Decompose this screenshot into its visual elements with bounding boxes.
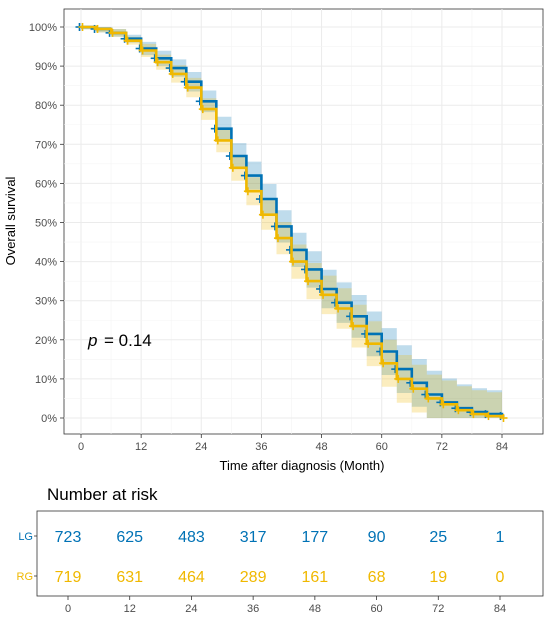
risk-value-lg: 25 xyxy=(429,529,447,546)
censor-mark-rg xyxy=(213,136,222,145)
censor-mark-rg xyxy=(349,322,358,331)
censor-mark-rg xyxy=(108,28,117,37)
y-tick-label: 60% xyxy=(35,178,57,190)
number-at-risk-table: Number at risk LG 723 625 483 317 177 90 25 1 RG 7… xyxy=(17,485,544,615)
y-tick-label: 40% xyxy=(35,257,57,269)
censor-mark-rg xyxy=(319,290,328,299)
censor-mark-rg xyxy=(334,304,343,313)
y-tick-label: 50% xyxy=(35,218,57,230)
y-tick-label: 80% xyxy=(35,100,57,112)
censor-mark-rg xyxy=(499,414,508,422)
risk-value-rg: 289 xyxy=(240,569,267,586)
risk-x-tick-label: 12 xyxy=(124,603,136,615)
censor-mark-rg xyxy=(153,58,162,67)
risk-value-rg: 631 xyxy=(116,569,143,586)
censor-mark-rg xyxy=(168,69,177,78)
x-tick-label: 84 xyxy=(496,441,508,453)
censor-mark-rg xyxy=(394,374,403,383)
censor-mark-rg xyxy=(379,359,388,368)
censor-mark-rg xyxy=(289,257,297,266)
x-axis-ticks: 0 12 24 36 48 60 72 84 xyxy=(78,434,508,453)
risk-x-tick-label: 0 xyxy=(65,603,71,615)
risk-row-label-rg: RG xyxy=(17,571,34,583)
risk-value-lg: 177 xyxy=(302,529,329,546)
risk-value-lg: 1 xyxy=(496,529,505,546)
risk-table-title: Number at risk xyxy=(47,485,158,504)
p-value-annotation: p = 0.14 xyxy=(87,331,152,350)
censor-mark-rg xyxy=(243,187,252,196)
plot-grid xyxy=(64,9,543,434)
risk-value-lg: 483 xyxy=(178,529,205,546)
censor-mark-rg xyxy=(409,384,418,393)
plot-panel xyxy=(63,8,544,435)
censor-mark-rg xyxy=(454,406,463,415)
censor-mark-rg xyxy=(424,394,433,403)
censor-mark-rg xyxy=(93,24,102,33)
x-tick-label: 36 xyxy=(255,441,267,453)
y-axis-ticks: 0% 10% 20% 30% 40% 50% 60% 70% 80% 90% 100% xyxy=(29,22,64,425)
risk-value-rg: 161 xyxy=(302,569,329,586)
p-value-text: = 0.14 xyxy=(104,331,152,350)
risk-value-rg: 68 xyxy=(368,569,386,586)
y-tick-label: 70% xyxy=(35,139,57,151)
x-axis-label: Time after diagnosis (Month) xyxy=(220,458,385,473)
y-tick-label: 0% xyxy=(41,413,57,425)
risk-x-tick-label: 84 xyxy=(494,603,506,615)
censor-mark-rg xyxy=(183,83,192,92)
y-tick-label: 20% xyxy=(35,335,57,347)
censor-mark-rg xyxy=(138,46,147,55)
x-tick-label: 0 xyxy=(78,441,84,453)
x-tick-label: 48 xyxy=(315,441,327,453)
censor-mark-rg xyxy=(469,410,478,419)
censor-mark-rg xyxy=(198,105,207,114)
risk-row-label-lg: LG xyxy=(18,531,33,543)
risk-value-rg: 0 xyxy=(496,569,505,586)
risk-x-tick-label: 24 xyxy=(185,603,197,615)
risk-value-rg: 19 xyxy=(429,569,447,586)
survival-plot: 0% 10% 20% 30% 40% 50% 60% 70% 80% 90% 100% 0 12 24 3… xyxy=(3,8,544,473)
censor-mark-rg xyxy=(484,412,493,421)
censor-mark-rg xyxy=(228,163,237,172)
x-tick-label: 24 xyxy=(195,441,207,453)
confidence-band-lg xyxy=(81,27,502,418)
censor-mark-rg xyxy=(273,234,282,243)
risk-value-lg: 723 xyxy=(55,529,82,546)
risk-value-rg: 464 xyxy=(178,569,205,586)
confidence-band-rg xyxy=(81,27,502,418)
censor-mark-rg xyxy=(364,339,373,348)
confidence-bands xyxy=(81,27,502,418)
risk-x-tick-label: 60 xyxy=(370,603,382,615)
x-tick-label: 60 xyxy=(376,441,388,453)
risk-table-panel xyxy=(36,510,544,597)
risk-value-lg: 625 xyxy=(116,529,143,546)
risk-x-tick-label: 36 xyxy=(247,603,259,615)
y-tick-label: 10% xyxy=(35,374,57,386)
censor-mark-rg xyxy=(123,36,132,45)
risk-x-tick-label: 48 xyxy=(309,603,321,615)
p-symbol: p xyxy=(87,331,97,350)
x-tick-label: 12 xyxy=(135,441,147,453)
censor-mark-rg xyxy=(78,23,87,31)
risk-table-x-ticks: 0 12 24 36 48 60 72 84 xyxy=(65,596,506,615)
risk-table-rows: LG 723 625 483 317 177 90 25 1 RG 719 631 464 289 161 6… xyxy=(17,529,505,586)
censor-mark-rg xyxy=(439,400,448,409)
risk-value-lg: 317 xyxy=(240,529,267,546)
risk-value-rg: 719 xyxy=(55,569,82,586)
y-tick-label: 90% xyxy=(35,61,57,73)
censor-mark-rg xyxy=(258,210,267,219)
risk-x-tick-label: 72 xyxy=(432,603,444,615)
y-axis-label: Overall survival xyxy=(3,176,18,265)
x-tick-label: 72 xyxy=(436,441,448,453)
y-tick-label: 30% xyxy=(35,296,57,308)
survival-curves xyxy=(75,23,508,422)
censor-mark-rg xyxy=(304,277,313,286)
y-tick-label: 100% xyxy=(29,22,57,34)
risk-value-lg: 90 xyxy=(368,529,386,546)
